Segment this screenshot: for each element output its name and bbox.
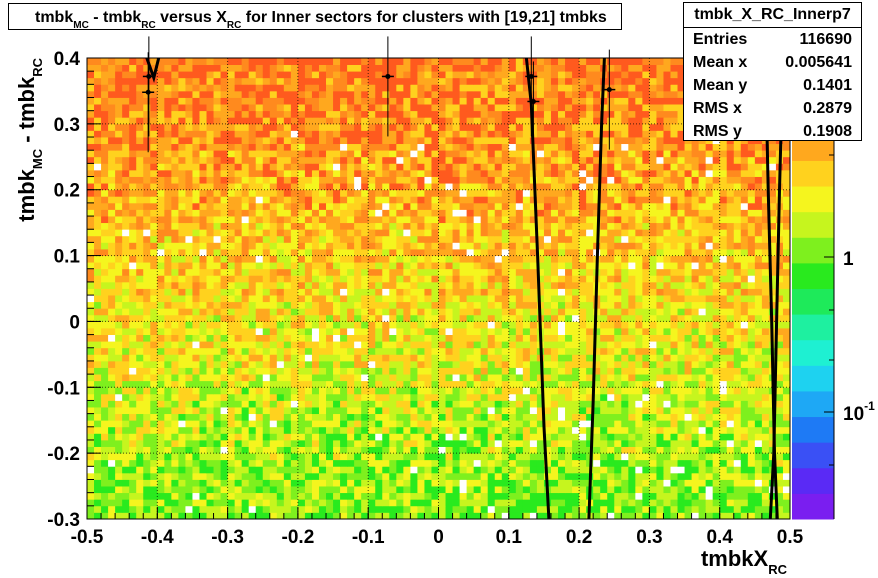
- stats-label: Mean x: [693, 54, 748, 71]
- y-tick-label: -0.1: [47, 378, 80, 399]
- stats-label: Mean y: [693, 77, 748, 94]
- stats-row-entries: Entries 116690: [684, 28, 861, 51]
- stats-value: 0.005641: [785, 54, 852, 71]
- y-tick-label: 0.2: [54, 181, 80, 202]
- title-box: tmbkMC - tmbkRC versus XRC for Inner sec…: [8, 3, 622, 31]
- title-part: for Inner sectors for clusters with [19,…: [246, 9, 607, 26]
- stats-row-mean-x: Mean x 0.005641: [684, 51, 861, 74]
- stats-row-rms-y: RMS y 0.1908: [684, 120, 861, 143]
- profile-points: [142, 36, 616, 162]
- title-part: - tmbk: [93, 9, 141, 26]
- stats-box: tmbk_X_RC_Innerp7 Entries 116690 Mean x …: [683, 2, 862, 141]
- stats-row-rms-x: RMS x 0.2879: [684, 97, 861, 120]
- x-tick-label: 0.3: [636, 527, 662, 548]
- heatmap-cells: [87, 58, 791, 520]
- y-tick-label: -0.2: [47, 444, 80, 465]
- x-tick-label: -0.1: [352, 527, 385, 548]
- profile-point: [145, 89, 151, 95]
- x-tick-label: 0: [433, 527, 444, 548]
- palette-labels: 1 10-1: [824, 102, 875, 466]
- stats-label: Entries: [693, 31, 748, 48]
- x-tick-label: 0.4: [706, 527, 733, 548]
- profile-point: [528, 73, 534, 79]
- x-axis-label: tmbkXRC: [701, 546, 788, 577]
- x-tick-label: 0.1: [496, 527, 523, 548]
- y-tick-label: 0.3: [54, 115, 80, 136]
- title-sub: MC: [73, 20, 89, 31]
- x-tick-label: -0.2: [282, 527, 315, 548]
- title-part: versus X: [160, 9, 227, 26]
- title-sub: RC: [227, 20, 241, 31]
- profile-point: [146, 73, 152, 79]
- profile-point: [606, 87, 612, 93]
- y-axis-label: tmbkMC - tmbkRC: [14, 57, 45, 221]
- y-tick-label: 0.4: [54, 49, 81, 70]
- x-tick-label: -0.4: [141, 527, 174, 548]
- stats-row-mean-y: Mean y 0.1401: [684, 74, 861, 97]
- profile-point: [530, 98, 536, 104]
- profile-point: [385, 73, 391, 79]
- stats-value: 0.1908: [803, 123, 852, 140]
- title-sub: RC: [141, 20, 155, 31]
- palette-tick-label: 1: [843, 249, 854, 270]
- y-tick-label: -0.3: [47, 510, 80, 531]
- fit-curve: [524, 57, 551, 520]
- stats-label: RMS y: [693, 123, 742, 140]
- axes: -0.5 -0.4 -0.3 -0.2 -0.1 0 0.1 0.2 0.3 0.4 0.5 -0.3…: [47, 49, 803, 548]
- fit-curve: [763, 57, 779, 520]
- title-part: tmbk: [35, 9, 73, 26]
- x-tick-label: 0.5: [777, 527, 804, 548]
- stats-label: RMS x: [693, 100, 742, 117]
- x-tick-label: -0.5: [71, 527, 104, 548]
- stats-value: 0.1401: [803, 77, 852, 94]
- y-tick-label: 0: [69, 312, 80, 333]
- x-tick-label: 0.2: [566, 527, 592, 548]
- fit-curve: [768, 57, 785, 520]
- fit-curve: [587, 57, 606, 520]
- fit-curves: [145, 57, 785, 520]
- palette-tick-label: 10-1: [843, 399, 875, 425]
- y-tick-label: 0.1: [54, 247, 81, 268]
- stats-title: tmbk_X_RC_Innerp7: [684, 3, 861, 28]
- stats-value: 0.2879: [803, 100, 852, 117]
- chart-title: tmbkMC - tmbkRC versus XRC for Inner sec…: [35, 9, 607, 31]
- stats-value: 116690: [799, 31, 852, 48]
- x-tick-label: -0.3: [211, 527, 244, 548]
